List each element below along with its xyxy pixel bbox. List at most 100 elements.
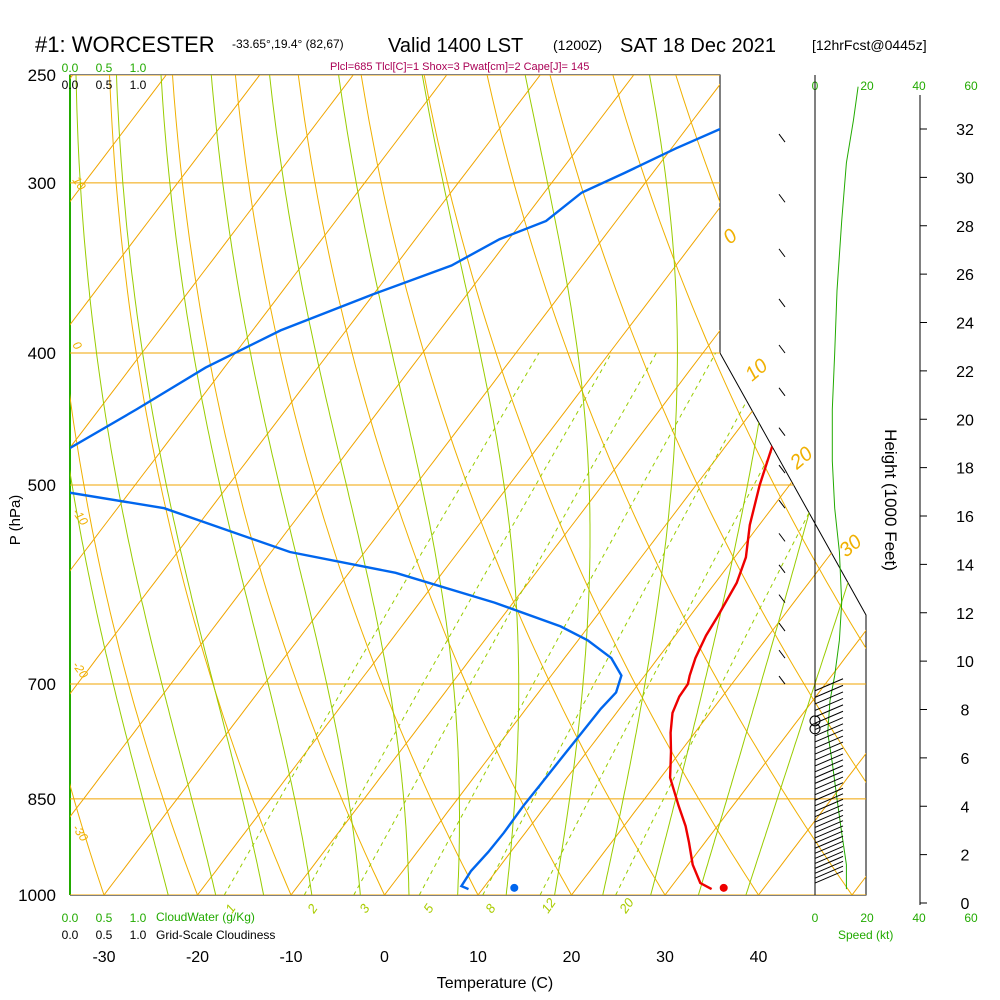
moist-adiabat — [519, 75, 591, 895]
pressure-tick-label: 400 — [28, 344, 56, 363]
cloud-scale-tick: 1.0 — [130, 911, 147, 925]
height-tick-label: 18 — [956, 461, 974, 478]
isotherm — [70, 75, 559, 895]
speed-axis-label: Speed (kt) — [838, 928, 893, 942]
surface-temperature-point — [719, 883, 728, 892]
moist-adiabat — [159, 75, 317, 895]
dewpoint-line — [70, 94, 806, 891]
cloud-scale-tick: 1.0 — [130, 928, 147, 942]
cloudiness-label: Grid-Scale Cloudiness — [156, 928, 275, 942]
height-tick-label: 14 — [956, 557, 974, 574]
isotherm — [736, 75, 866, 895]
wind-barb — [814, 787, 844, 801]
wind-barb — [814, 704, 844, 718]
dry-adiabat — [70, 75, 115, 895]
isotherm — [70, 75, 372, 895]
moist-adiabat — [595, 75, 678, 895]
wind-barb — [814, 782, 844, 796]
wind-barb — [814, 729, 844, 743]
wind-barb — [814, 747, 844, 761]
mixing-ratio-line — [303, 352, 612, 895]
height-tick-label: 2 — [961, 848, 970, 865]
dry-adiabat-label: 10 — [741, 355, 772, 386]
isotherm — [70, 75, 279, 895]
stability-indices: Plcl=685 Tlcl[C]=1 Shox=3 Pwat[cm]=2 Cap… — [330, 61, 589, 73]
moist-adiabat — [417, 75, 520, 895]
dry-adiabat — [357, 75, 684, 895]
height-tick-label: 26 — [956, 267, 974, 284]
moist-adiabat — [75, 75, 223, 895]
wind-barb — [814, 830, 844, 844]
calm-wind-marker — [809, 723, 821, 735]
wind-barb — [814, 835, 844, 849]
wind-barb — [814, 684, 844, 698]
wind-barb — [814, 765, 844, 779]
pressure-tick-label: 700 — [28, 675, 56, 694]
forecast-info: [12hrFcst@0445z] — [812, 37, 927, 53]
cloud-scale-tick: 0.0 — [62, 61, 79, 75]
grid-lines — [70, 75, 866, 895]
cloud-scale-tick: 1.0 — [130, 78, 147, 92]
speed-tick-label: 40 — [912, 79, 926, 93]
isotherm — [642, 75, 866, 895]
wind-barb — [778, 464, 786, 474]
wind-barb — [814, 845, 844, 859]
wind-barb — [814, 850, 844, 864]
height-tick-label: 6 — [961, 751, 970, 768]
wind-barb — [814, 814, 844, 828]
mixing-ratio-line — [615, 352, 866, 895]
mixing-ratio-line — [223, 352, 540, 895]
isotherm-label: 0 — [70, 339, 85, 353]
background-grid — [69, 74, 867, 896]
mixing-ratio-line — [353, 352, 657, 895]
isotherm — [455, 75, 866, 895]
valid-time: Valid 1400 LST — [388, 35, 523, 57]
pressure-tick-label: 1000 — [18, 886, 56, 905]
height-tick-label: 24 — [956, 316, 974, 333]
pressure-tick-label: 250 — [28, 66, 56, 85]
isotherm — [362, 75, 866, 895]
speed-tick-label: 0 — [812, 911, 819, 925]
height-tick-label: 16 — [956, 509, 974, 526]
height-tick-label: 30 — [956, 170, 974, 187]
speed-tick-label: 60 — [964, 79, 978, 93]
moist-adiabat — [334, 75, 460, 895]
wind-barb — [814, 753, 844, 767]
wind-barb — [778, 133, 786, 143]
mixing-ratio-label: 8 — [482, 901, 499, 916]
height-tick-label: 0 — [961, 896, 970, 913]
station-title: #1: WORCESTER — [35, 32, 215, 57]
dry-adiabat — [667, 75, 866, 895]
cloudwater-label: CloudWater (g/Kg) — [156, 910, 255, 924]
moist-adiabat — [736, 75, 866, 895]
mixing-ratio-label: 3 — [356, 901, 373, 916]
wind-barb — [814, 698, 844, 711]
wind-barb — [778, 298, 786, 308]
y-axis-label: P (hPa) — [7, 495, 24, 546]
wind-barb — [778, 533, 786, 542]
temperature-tick-label: -20 — [186, 949, 209, 966]
moist-adiabat — [689, 75, 866, 895]
wind-barb — [814, 860, 844, 874]
dry-adiabat — [543, 75, 866, 895]
dry-adiabat — [232, 75, 494, 895]
speed-tick-label: 60 — [964, 911, 978, 925]
valid-utc: (1200Z) — [553, 37, 602, 53]
wind-barb — [814, 855, 844, 869]
height-tick-label: 32 — [956, 122, 974, 139]
cloud-scale-tick: 0.5 — [96, 928, 113, 942]
height-tick-label: 28 — [956, 219, 974, 236]
temperature-tick-label: 10 — [469, 949, 487, 966]
cloud-scale-tick: 0.5 — [96, 61, 113, 75]
wind-barb — [814, 691, 844, 705]
moist-adiabat — [209, 75, 364, 895]
station-coords: -33.65°,19.4° (82,67) — [232, 37, 344, 51]
height-tick-label: 10 — [956, 654, 974, 671]
cloud-scale-tick: 1.0 — [130, 61, 147, 75]
mixing-ratio-label: 2 — [304, 901, 321, 917]
isotherm — [70, 75, 466, 895]
speed-tick-label: 20 — [860, 79, 874, 93]
wind-barb — [814, 870, 844, 884]
